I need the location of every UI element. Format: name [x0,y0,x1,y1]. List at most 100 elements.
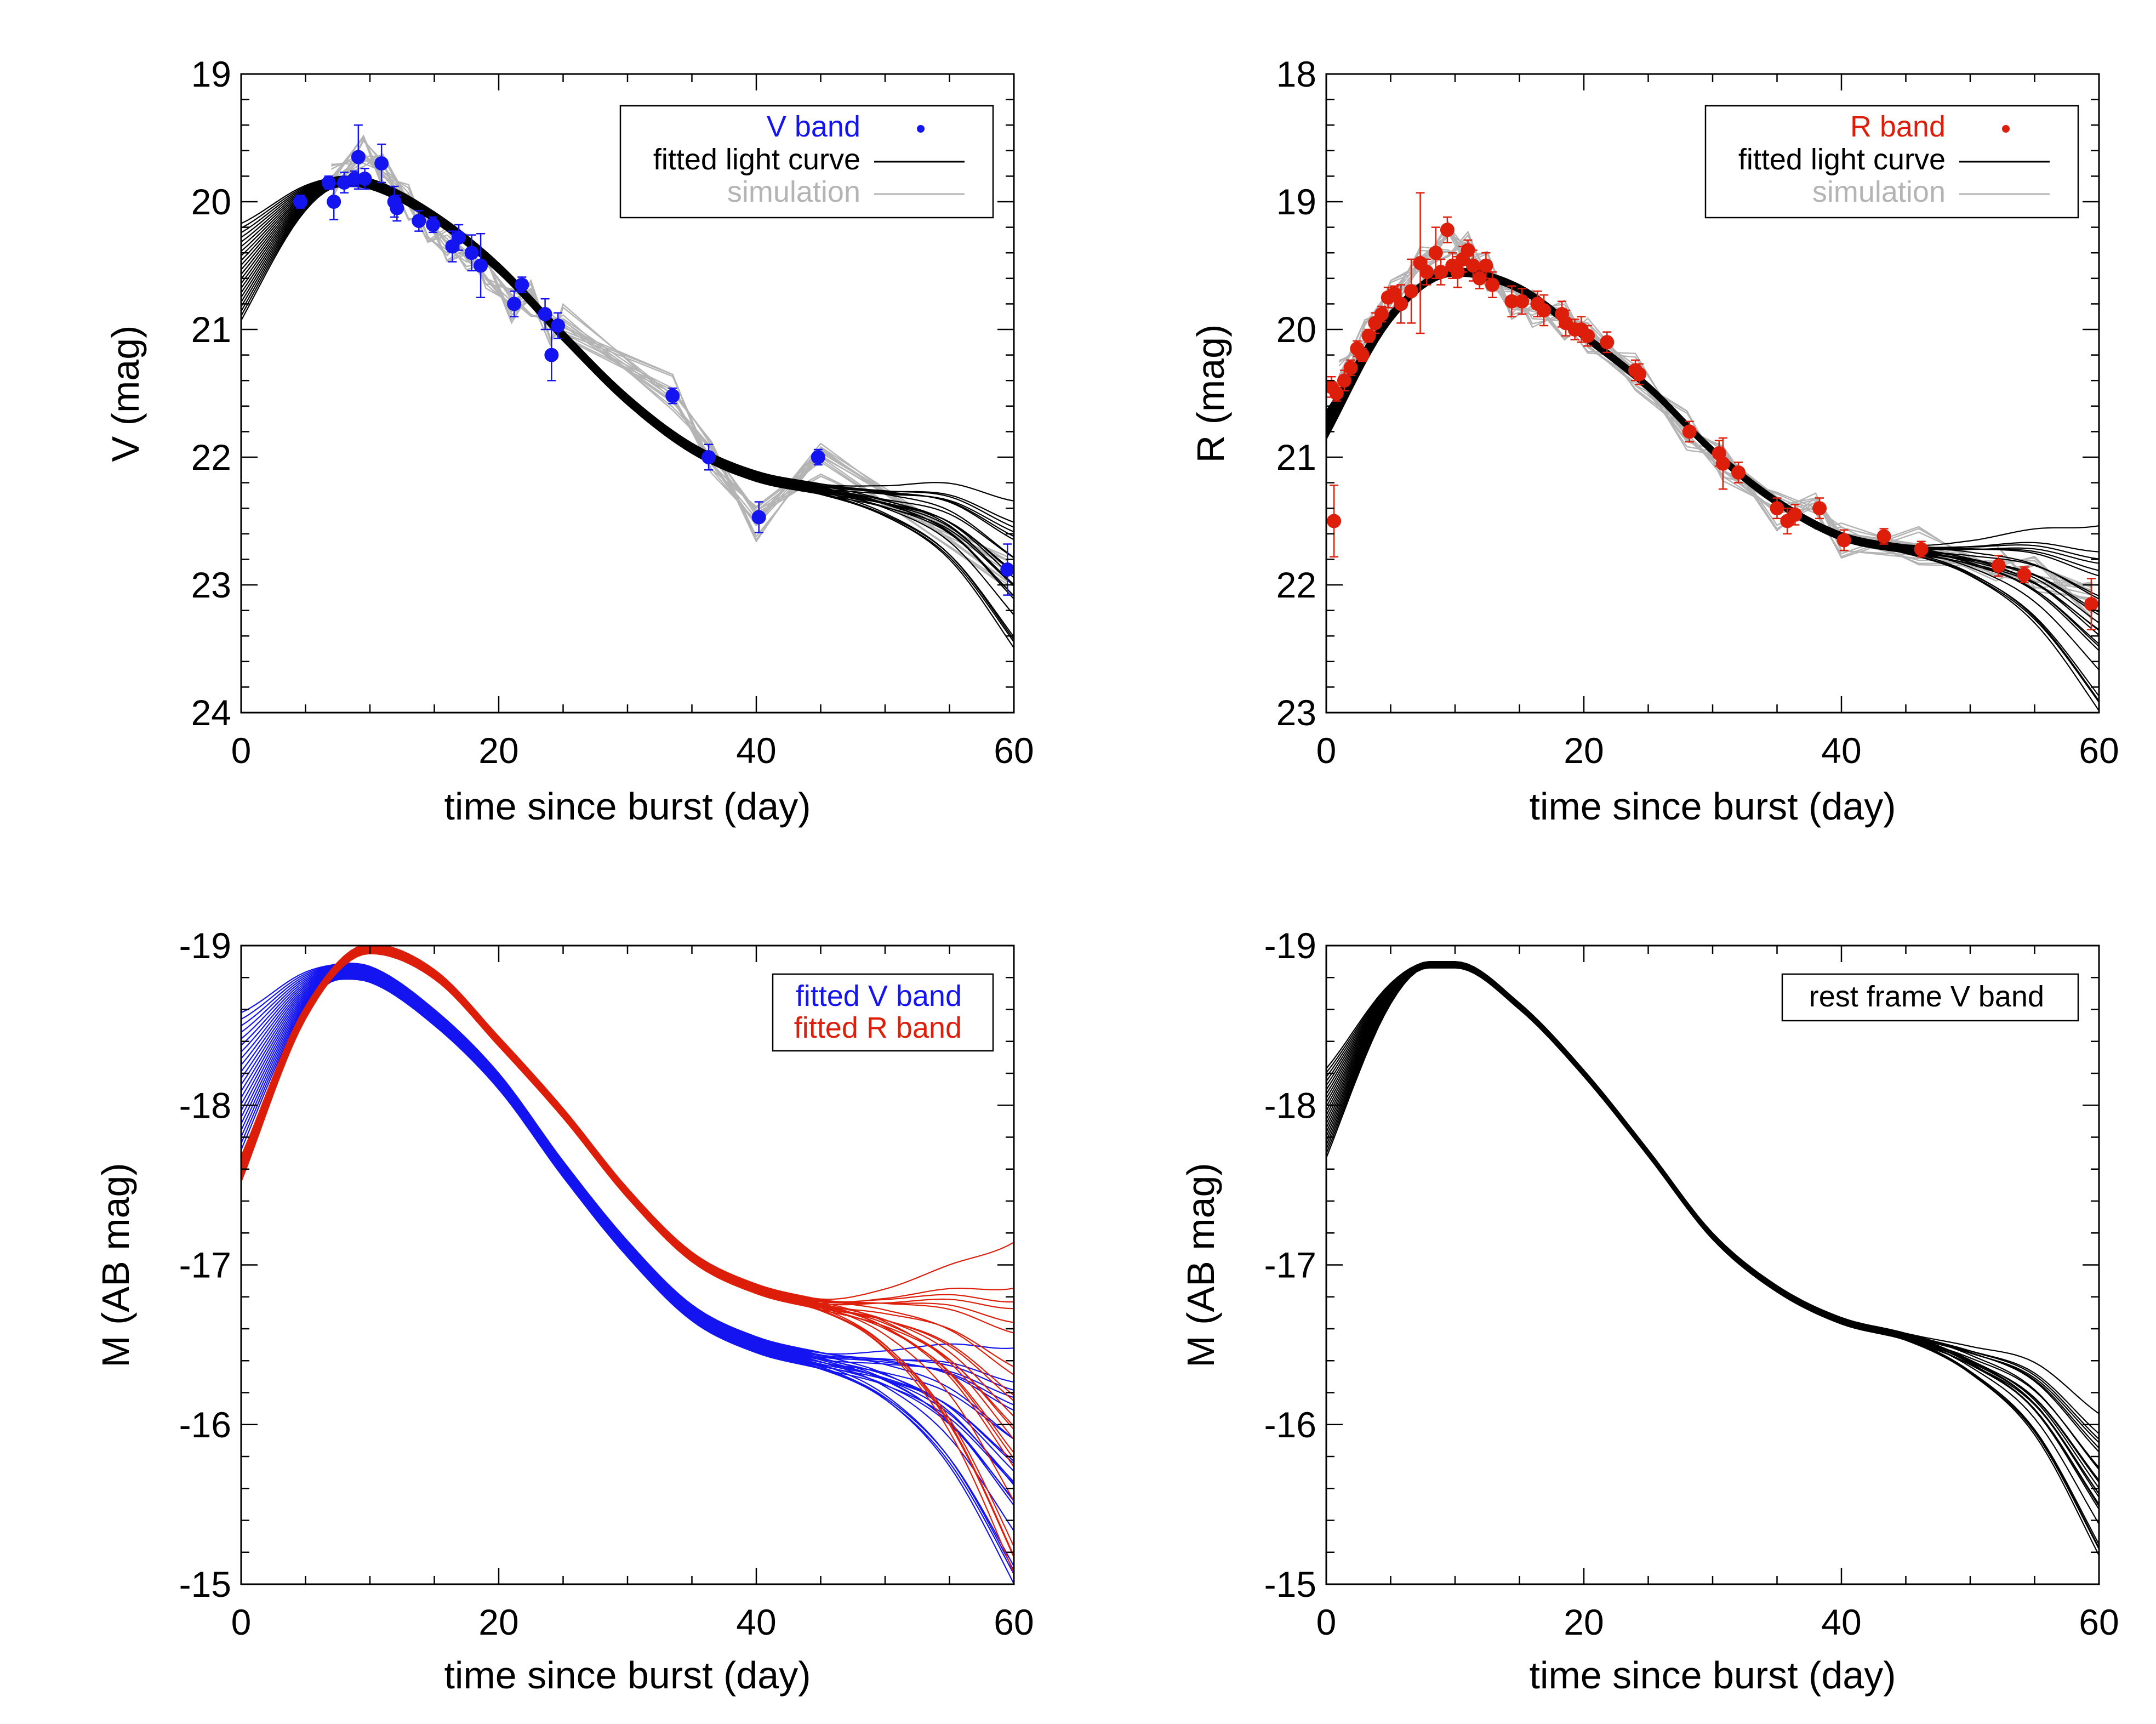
data-marker [1876,529,1891,544]
data-marker [357,172,372,186]
x-tick-label: 40 [1821,730,1861,771]
data-point [1434,258,1448,286]
data-marker [1991,559,2006,573]
data-point [374,143,389,184]
y-tick-label: -17 [1264,1245,1316,1285]
y-tick-label: 21 [1276,437,1316,477]
data-marker [1404,284,1419,299]
data-point [544,328,559,382]
data-marker [1914,542,1929,556]
data-marker [474,258,488,273]
data-marker [701,450,716,464]
data-point [1485,271,1500,298]
legend-label-fit: fitted light curve [653,143,860,176]
data-marker [1770,501,1784,516]
data-point [1682,420,1697,443]
data-marker [811,450,825,464]
data-marker [452,230,466,245]
data-point [811,448,825,466]
data-point [1000,543,1014,596]
data-point [321,175,336,190]
legend-marker-r-band [2002,125,2010,133]
data-marker [426,217,441,232]
y-tick-label: 19 [191,54,231,94]
data-marker [1485,277,1500,292]
data-point [1343,359,1358,377]
data-marker [1329,386,1344,401]
data-point [1991,555,2006,577]
data-marker [412,213,426,228]
y-tick-label: 20 [191,181,231,222]
data-marker [1434,265,1448,280]
simulation-curve [1338,246,2093,589]
legend-absolute-mag: fitted V band fitted R band [772,973,994,1052]
y-tick-label: 20 [1276,309,1316,350]
data-point [1515,288,1530,315]
data-point [357,168,372,190]
data-marker [1788,507,1803,522]
data-point [1632,363,1647,385]
data-point [1581,325,1595,347]
y-axis-label-v-band: V (mag) [104,326,147,462]
x-tick-label: 60 [994,1602,1034,1642]
legend-r-band: R band fitted light curve simulation [1704,105,2079,219]
y-axis-label-absolute-mag: M (AB mag) [94,1163,137,1367]
x-tick-label: 20 [1564,730,1604,771]
data-marker [1600,335,1615,350]
data-point [515,276,529,293]
x-tick-label: 0 [231,1602,252,1642]
x-axis-label-v-band: time since burst (day) [444,785,811,828]
data-point [1337,369,1351,392]
legend-rest-frame-v: rest frame V band [1781,973,2079,1022]
data-point [1537,294,1552,327]
data-marker [544,348,559,362]
data-marker [1581,328,1595,343]
data-point [1731,462,1746,483]
data-point [1361,328,1376,343]
fitted-light-curve [241,185,1014,587]
x-tick-label: 0 [1316,1602,1337,1642]
data-marker [2084,596,2098,611]
panel-absolute-mag: 0 20 40 60 -19 -18 -17 -16 -15 fitted V band fit… [94,925,1034,1697]
x-tick-label: 40 [736,1602,776,1642]
data-marker [1682,424,1697,439]
data-marker [374,156,389,171]
data-point [1788,503,1803,526]
simulation-curve [331,153,1008,561]
data-point [1461,239,1475,261]
x-axis-label-rest-frame-v: time since burst (day) [1529,1654,1896,1697]
data-marker [1472,271,1487,286]
data-marker [538,307,552,322]
y-tick-label: 22 [1276,565,1316,605]
data-marker [1440,223,1455,237]
data-point [464,234,479,272]
y-tick-label: -19 [1264,925,1316,966]
x-tick-label: 0 [1316,730,1337,771]
data-point [1836,529,1851,551]
data-marker [1361,328,1376,343]
data-point [1479,252,1493,280]
legend-label-fit: fitted light curve [1738,143,1946,176]
data-point [1327,485,1342,557]
data-point [1404,258,1419,324]
y-tick-label: 18 [1276,54,1316,94]
y-axis-label-r-band: R (mag) [1189,325,1232,463]
data-point [2084,578,2098,630]
data-marker [1836,533,1851,548]
data-point [474,233,488,298]
data-marker [1450,265,1465,280]
data-point [1394,284,1408,324]
data-marker [1337,373,1351,388]
data-point [551,312,566,339]
data-marker [1000,562,1014,577]
y-tick-label: -16 [179,1404,231,1445]
data-marker [1515,294,1530,309]
data-point [1374,305,1389,323]
data-point [1504,285,1519,317]
data-point [701,443,716,471]
data-marker [2017,567,2032,582]
x-tick-label: 60 [2079,730,2119,771]
data-marker [1812,501,1827,516]
data-point [1440,216,1455,243]
y-tick-label: 23 [191,565,231,605]
